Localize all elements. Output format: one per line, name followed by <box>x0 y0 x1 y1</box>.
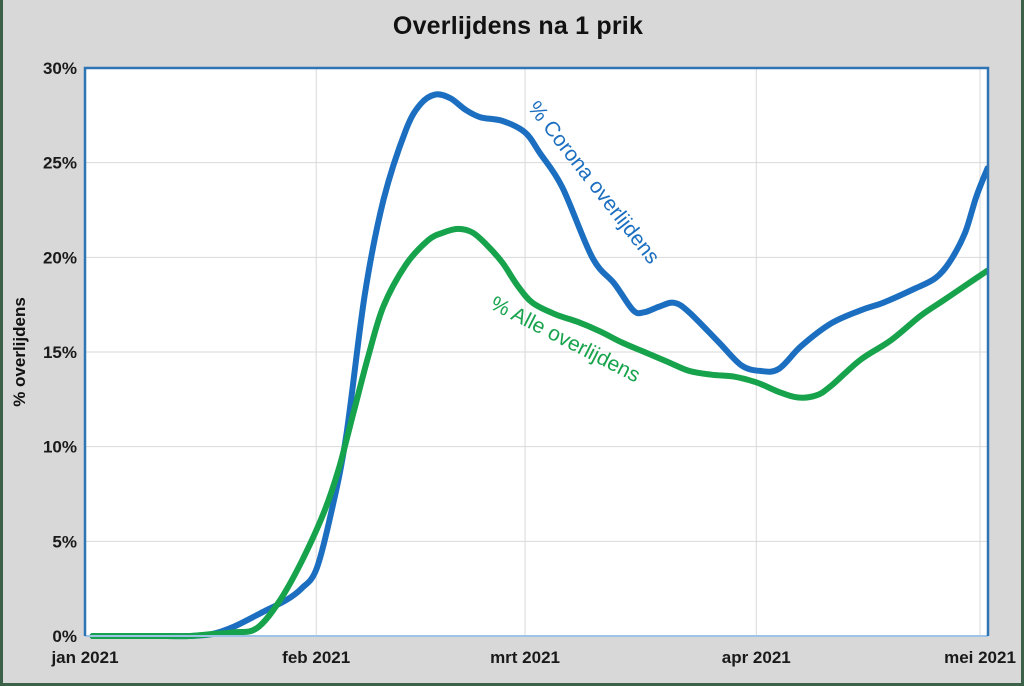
x-tick-label: feb 2021 <box>282 648 350 667</box>
y-tick-label: 30% <box>43 59 77 78</box>
alle-series-line <box>89 225 988 640</box>
chart-plot: 0% 5% 10% 15% 20% 25% 30% jan 2021 feb 2021 mrt 2… <box>43 59 1016 667</box>
x-tick-label: apr 2021 <box>722 648 791 667</box>
y-tick-label: 25% <box>43 154 77 173</box>
x-tick-label: jan 2021 <box>50 648 118 667</box>
plot-border <box>83 66 990 636</box>
y-tick-label: 20% <box>43 248 77 267</box>
x-tick-label: mei 2021 <box>944 648 1016 667</box>
x-tick-label: mrt 2021 <box>490 648 560 667</box>
y-tick-label: 15% <box>43 343 77 362</box>
y-tick-label: 5% <box>52 532 77 551</box>
y-tick-label: 10% <box>43 438 77 457</box>
y-tick-label: 0% <box>52 627 77 646</box>
chart-title: Overlijdens na 1 prik <box>392 12 644 40</box>
